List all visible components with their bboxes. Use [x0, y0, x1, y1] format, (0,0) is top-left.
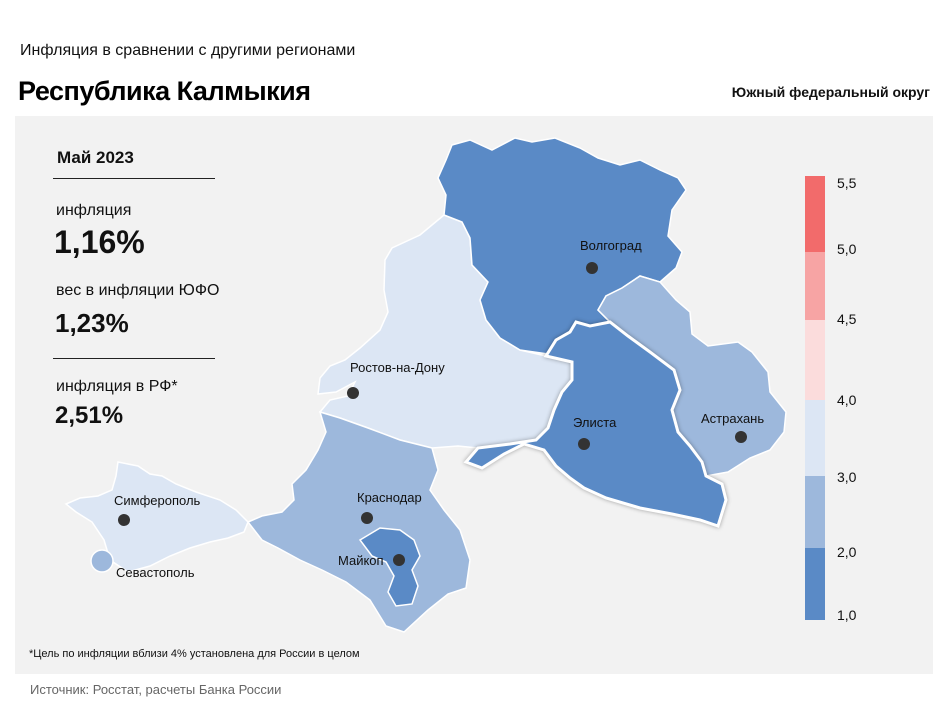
legend-swatch-1-0-2-0: [805, 548, 825, 620]
legend-swatch-2-0-3-0: [805, 476, 825, 548]
city-label-simferopol: Симферополь: [114, 493, 201, 508]
region-kalmykia: [463, 320, 728, 528]
legend-tick: 1,0: [837, 607, 857, 623]
legend-tick: 4,5: [837, 311, 857, 327]
city-dot-maykop: [393, 554, 405, 566]
legend-swatch-3-0-4-0: [805, 400, 825, 476]
inflation-label: инфляция: [56, 202, 132, 219]
inflation-value: 1,16%: [54, 224, 145, 260]
city-dot-krasnodar: [361, 512, 373, 524]
city-dot-astrakhan: [735, 431, 747, 443]
city-label-volgograd: Волгоград: [580, 238, 642, 253]
region-adygea: [358, 527, 421, 607]
legend-tick: 5,0: [837, 241, 857, 257]
legend-tick: 4,0: [837, 392, 857, 408]
weight-label: вес в инфляции ЮФО: [56, 282, 220, 299]
divider: [53, 178, 215, 179]
city-label-krasnodar: Краснодар: [357, 490, 422, 505]
legend-swatch-4-0-4-5: [805, 320, 825, 400]
city-label-rostov: Ростов-на-Дону: [350, 360, 445, 375]
rf-inflation-value: 2,51%: [55, 402, 124, 429]
legend-swatch-5-0-5-5: [805, 176, 825, 252]
legend-tick: 2,0: [837, 544, 857, 560]
period-label: Май 2023: [57, 148, 134, 167]
weight-value: 1,23%: [55, 308, 129, 338]
city-dot-volgograd: [586, 262, 598, 274]
rf-inflation-label: инфляция в РФ*: [56, 378, 178, 395]
district-label: Южный федеральный округ: [731, 84, 930, 100]
city-label-elista: Элиста: [573, 415, 617, 430]
divider: [53, 358, 215, 359]
subtitle: Инфляция в сравнении с другими регионами: [20, 42, 356, 59]
region-sevastopol: [90, 549, 114, 573]
color-legend: [805, 176, 825, 620]
city-dot-simferopol: [118, 514, 130, 526]
region-crimea: [64, 461, 249, 573]
city-label-sevastopol: Севастополь: [116, 565, 195, 580]
legend-tick: 3,0: [837, 469, 857, 485]
legend-swatch-4-5-5-0: [805, 252, 825, 320]
footnote: *Цель по инфляции вблизи 4% установлена …: [29, 648, 360, 660]
city-label-astrakhan: Астрахань: [701, 411, 764, 426]
city-label-maykop: Майкоп: [338, 553, 384, 568]
page-title: Республика Калмыкия: [18, 76, 311, 106]
city-dot-elista: [578, 438, 590, 450]
city-dot-rostov: [347, 387, 359, 399]
legend-tick: 5,5: [837, 175, 857, 191]
source-note: Источник: Росстат, расчеты Банка России: [30, 682, 282, 697]
